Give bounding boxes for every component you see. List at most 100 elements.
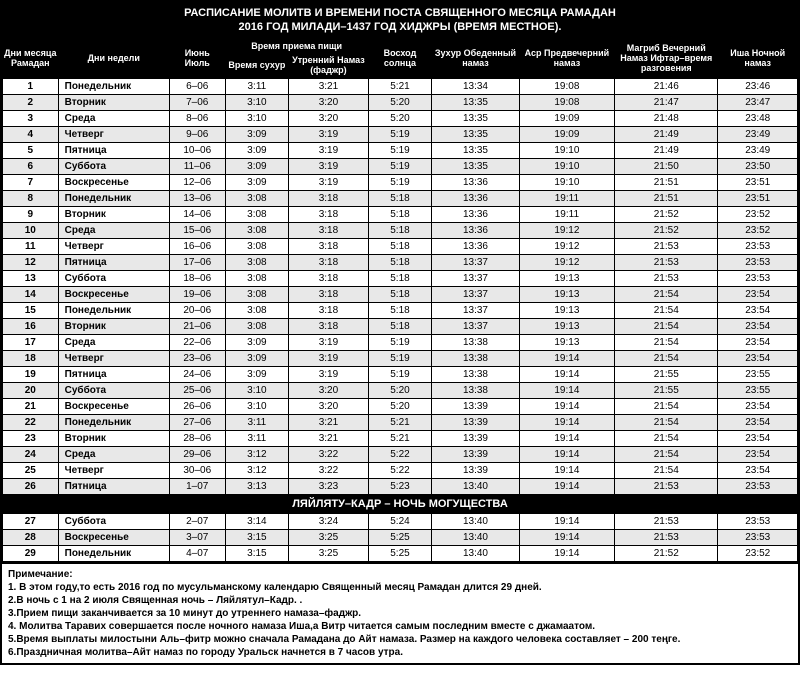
schedule-container: РАСПИСАНИЕ МОЛИТВ И ВРЕМЕНИ ПОСТА СВЯЩЕН… [0, 0, 800, 564]
cell-asr: 19:14 [519, 463, 614, 479]
cell-sunrise: 5:25 [368, 530, 432, 546]
cell-weekday: Понедельник [58, 303, 169, 319]
cell-asr: 19:14 [519, 447, 614, 463]
cell-suhur: 3:14 [225, 514, 289, 530]
col-dhuhr: Зухур Обеденный намаз [432, 39, 519, 79]
cell-weekday: Вторник [58, 95, 169, 111]
cell-weekday: Пятница [58, 255, 169, 271]
cell-maghrib: 21:54 [615, 319, 718, 335]
cell-sunrise: 5:21 [368, 415, 432, 431]
cell-suhur: 3:10 [225, 383, 289, 399]
cell-maghrib: 21:49 [615, 127, 718, 143]
cell-suhur: 3:11 [225, 431, 289, 447]
cell-day: 14 [3, 287, 59, 303]
cell-maghrib: 21:53 [615, 514, 718, 530]
cell-weekday: Пятница [58, 479, 169, 495]
cell-asr: 19:13 [519, 303, 614, 319]
col-day-ramadan: Дни месяца Рамадан [3, 39, 59, 79]
cell-weekday: Четверг [58, 463, 169, 479]
cell-sunrise: 5:19 [368, 159, 432, 175]
cell-isha: 23:53 [718, 479, 798, 495]
cell-date: 19–06 [169, 287, 225, 303]
table-row: 11Четверг16–063:083:185:1813:3619:1221:5… [3, 239, 798, 255]
table-row: 15Понедельник20–063:083:185:1813:3719:13… [3, 303, 798, 319]
title-line-2: 2016 ГОД МИЛАДИ–1437 ГОД ХИДЖРЫ (ВРЕМЯ М… [6, 20, 794, 34]
cell-dhuhr: 13:36 [432, 239, 519, 255]
cell-dhuhr: 13:39 [432, 463, 519, 479]
cell-sunrise: 5:18 [368, 303, 432, 319]
table-body-qadr: 27Суббота2–073:143:245:2413:4019:1421:53… [3, 514, 798, 562]
cell-suhur: 3:09 [225, 143, 289, 159]
note-line: 3.Прием пищи заканчивается за 10 минут д… [8, 607, 792, 620]
table-row: 19Пятница24–063:093:195:1913:3819:1421:5… [3, 367, 798, 383]
col-sunrise: Восход солнца [368, 39, 432, 79]
cell-isha: 23:53 [718, 239, 798, 255]
cell-asr: 19:12 [519, 239, 614, 255]
cell-sunrise: 5:18 [368, 191, 432, 207]
cell-sunrise: 5:18 [368, 223, 432, 239]
cell-date: 8–06 [169, 111, 225, 127]
cell-asr: 19:14 [519, 546, 614, 562]
cell-dhuhr: 13:36 [432, 223, 519, 239]
cell-maghrib: 21:52 [615, 207, 718, 223]
cell-dhuhr: 13:38 [432, 383, 519, 399]
table-row: 1Понедельник6–063:113:215:2113:3419:0821… [3, 79, 798, 95]
cell-maghrib: 21:53 [615, 255, 718, 271]
cell-sunrise: 5:20 [368, 399, 432, 415]
cell-sunrise: 5:24 [368, 514, 432, 530]
cell-date: 13–06 [169, 191, 225, 207]
cell-sunrise: 5:18 [368, 319, 432, 335]
cell-sunrise: 5:18 [368, 287, 432, 303]
cell-isha: 23:54 [718, 415, 798, 431]
cell-fajr: 3:18 [289, 207, 369, 223]
cell-dhuhr: 13:35 [432, 159, 519, 175]
cell-suhur: 3:09 [225, 367, 289, 383]
cell-weekday: Пятница [58, 367, 169, 383]
cell-date: 27–06 [169, 415, 225, 431]
cell-day: 28 [3, 530, 59, 546]
cell-day: 20 [3, 383, 59, 399]
cell-day: 3 [3, 111, 59, 127]
cell-sunrise: 5:20 [368, 383, 432, 399]
cell-suhur: 3:10 [225, 399, 289, 415]
cell-maghrib: 21:52 [615, 546, 718, 562]
col-asr: Аср Предвечерний намаз [519, 39, 614, 79]
cell-dhuhr: 13:37 [432, 287, 519, 303]
cell-maghrib: 21:54 [615, 399, 718, 415]
cell-fajr: 3:18 [289, 191, 369, 207]
table-row: 28Воскресенье3–073:153:255:2513:4019:142… [3, 530, 798, 546]
cell-asr: 19:14 [519, 399, 614, 415]
cell-sunrise: 5:22 [368, 447, 432, 463]
cell-sunrise: 5:21 [368, 79, 432, 95]
cell-maghrib: 21:53 [615, 271, 718, 287]
col-fajr: Утренний Намаз (фаджр) [289, 54, 369, 79]
cell-suhur: 3:15 [225, 546, 289, 562]
cell-maghrib: 21:47 [615, 95, 718, 111]
cell-dhuhr: 13:39 [432, 415, 519, 431]
cell-isha: 23:51 [718, 175, 798, 191]
cell-isha: 23:54 [718, 447, 798, 463]
cell-isha: 23:52 [718, 223, 798, 239]
cell-fajr: 3:18 [289, 223, 369, 239]
cell-fajr: 3:20 [289, 399, 369, 415]
cell-day: 26 [3, 479, 59, 495]
cell-fajr: 3:21 [289, 431, 369, 447]
col-isha: Иша Ночной намаз [718, 39, 798, 79]
section-header-row: ЛЯЙЛЯТУ–КАДР – НОЧЬ МОГУЩЕСТВА [3, 495, 798, 514]
cell-isha: 23:52 [718, 546, 798, 562]
cell-suhur: 3:12 [225, 447, 289, 463]
cell-isha: 23:54 [718, 351, 798, 367]
cell-weekday: Вторник [58, 319, 169, 335]
col-suhur: Время сухур [225, 54, 289, 79]
cell-fajr: 3:21 [289, 415, 369, 431]
prayer-table: Дни месяца Рамадан Дни недели Июнь Июль … [2, 39, 798, 563]
cell-maghrib: 21:54 [615, 351, 718, 367]
cell-day: 1 [3, 79, 59, 95]
cell-asr: 19:10 [519, 175, 614, 191]
table-row: 17Среда22–063:093:195:1913:3819:1321:542… [3, 335, 798, 351]
cell-day: 24 [3, 447, 59, 463]
cell-day: 5 [3, 143, 59, 159]
cell-asr: 19:08 [519, 95, 614, 111]
cell-weekday: Воскресенье [58, 399, 169, 415]
table-row: 23Вторник28–063:113:215:2113:3919:1421:5… [3, 431, 798, 447]
